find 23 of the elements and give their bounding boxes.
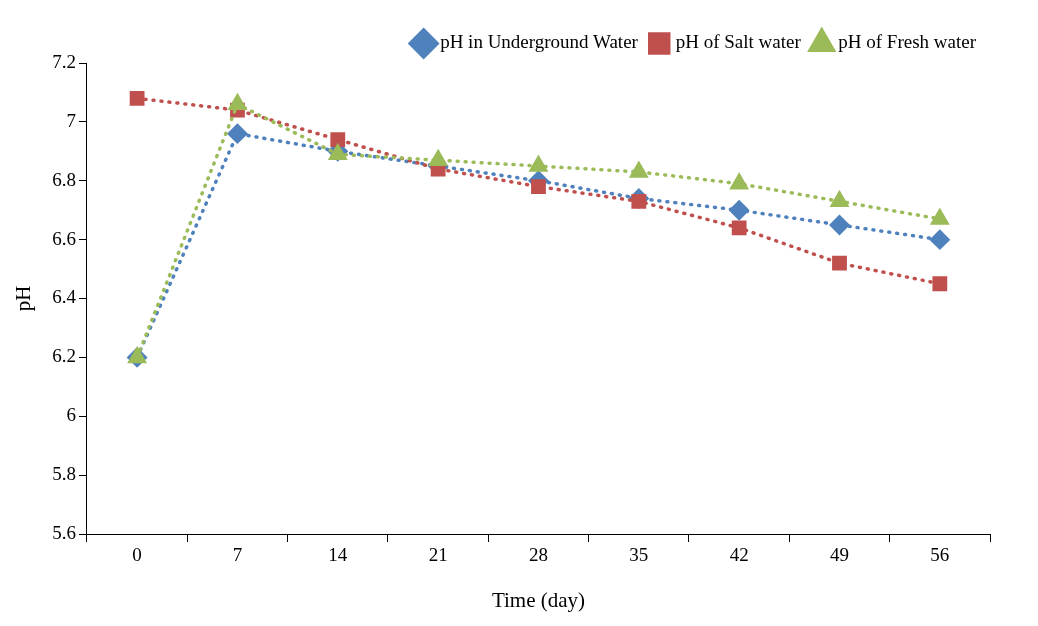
legend-label: pH of Salt water: [675, 31, 802, 53]
x-tick-label: 0: [132, 544, 142, 566]
legend-label: pH in Underground Water: [440, 31, 639, 53]
x-axis-title: Time (day): [491, 587, 586, 612]
x-tick-label: 14: [328, 544, 348, 566]
x-tick-label: 7: [232, 544, 243, 566]
y-tick-label: 6.8: [52, 168, 76, 190]
x-tick-label: 56: [930, 544, 950, 566]
legend-label: pH of Fresh water: [838, 31, 977, 53]
x-tick-label: 21: [428, 544, 448, 566]
y-tick-label: 5.6: [52, 521, 76, 543]
y-tick-label: 6: [66, 404, 76, 426]
y-tick-label: 5.8: [52, 463, 76, 485]
x-tick-label: 42: [729, 544, 749, 566]
x-tick-label: 49: [829, 544, 849, 566]
y-tick-label: 6.6: [52, 227, 76, 249]
y-tick-label: 7: [66, 109, 76, 131]
x-tick-label: 35: [629, 544, 649, 566]
y-tick-label: 6.4: [52, 286, 77, 308]
y-axis-title: pH: [11, 285, 36, 312]
x-tick-label: 28: [528, 544, 548, 566]
y-tick-label: 7.2: [52, 50, 76, 72]
y-tick-label: 6.2: [52, 345, 76, 367]
